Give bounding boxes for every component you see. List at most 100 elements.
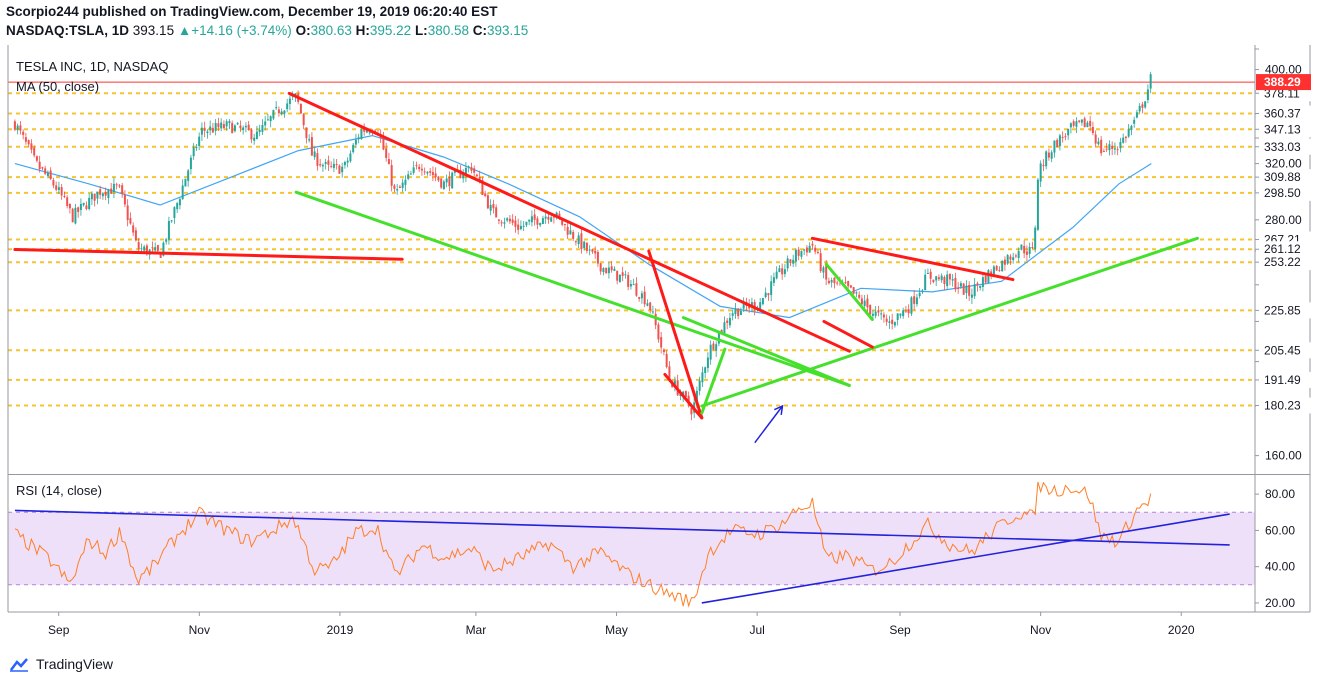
- green-trendline: [700, 236, 1199, 408]
- candle-body: [250, 129, 253, 140]
- candle-body: [621, 272, 624, 276]
- candle-body: [904, 310, 907, 312]
- level-label: 205.45: [1264, 343, 1301, 357]
- candle-body: [1091, 126, 1094, 134]
- candle-body: [709, 344, 712, 360]
- candle-body: [882, 314, 885, 318]
- candle-body: [211, 127, 214, 133]
- candle-body: [492, 204, 495, 209]
- candle-body: [475, 174, 478, 177]
- candle-body: [874, 311, 877, 316]
- candle-body: [646, 303, 649, 306]
- candle-body: [16, 125, 19, 130]
- candle-body: [143, 246, 146, 251]
- candle-body: [407, 174, 410, 179]
- change-arrow-icon: ▲: [177, 23, 192, 38]
- arrow-head-icon: [773, 404, 784, 416]
- candle-body: [723, 322, 726, 334]
- price-tick-label: 320.00: [1265, 157, 1302, 171]
- candle-body: [343, 162, 346, 166]
- level-label-bg: [1256, 302, 1313, 319]
- candle-body: [280, 111, 283, 115]
- candle-body: [764, 292, 767, 298]
- candle-body: [1050, 152, 1053, 159]
- candle-body: [1003, 259, 1006, 265]
- level-label-bg: [1256, 121, 1313, 138]
- candle-body: [522, 225, 525, 227]
- candle-body: [19, 125, 22, 131]
- candle-body: [159, 252, 162, 258]
- candle-body: [992, 266, 995, 275]
- candle-body: [550, 217, 553, 222]
- candle-body: [420, 168, 423, 171]
- candle-body: [1053, 140, 1056, 153]
- change-value: +14.16 (+3.74%): [191, 23, 292, 38]
- rsi-tick-label: 60.00: [1265, 523, 1295, 537]
- level-label-bg: [1256, 138, 1313, 155]
- symbol-label: NASDAQ:TSLA, 1D: [6, 23, 130, 38]
- candle-body: [613, 268, 616, 271]
- candle-body: [409, 173, 412, 175]
- candle-body: [665, 353, 668, 367]
- candle-body: [871, 313, 874, 316]
- candle-body: [305, 127, 308, 139]
- level-label-bg: [1256, 397, 1313, 414]
- candle-body: [660, 337, 663, 348]
- candle-body: [1086, 122, 1089, 128]
- candle-body: [302, 114, 305, 126]
- candle-body: [739, 310, 742, 316]
- candle-body: [30, 143, 33, 150]
- candle-body: [453, 170, 456, 173]
- candle-body: [629, 284, 632, 287]
- candle-body: [731, 313, 734, 316]
- candle-body: [368, 132, 371, 134]
- candle-body: [827, 280, 830, 284]
- candle-body: [126, 205, 129, 221]
- candle-body: [1056, 139, 1059, 148]
- candle-body: [140, 248, 143, 250]
- candle-body: [33, 147, 36, 156]
- candle-body: [44, 168, 47, 174]
- candle-body: [844, 282, 847, 284]
- candle-body: [957, 288, 960, 290]
- candle-body: [132, 225, 135, 233]
- candle-body: [321, 164, 324, 167]
- tradingview-logo[interactable]: TradingView: [8, 654, 113, 674]
- candle-body: [1122, 137, 1125, 143]
- candle-body: [121, 185, 124, 194]
- candle-body: [266, 119, 269, 121]
- candle-body: [657, 324, 660, 340]
- candle-body: [489, 204, 492, 211]
- candle-body: [173, 207, 176, 218]
- candle-body: [508, 218, 511, 222]
- chart-area[interactable]: 160.00280.00320.00400.00378.11360.37347.…: [0, 0, 1320, 650]
- candle-body: [783, 269, 786, 275]
- open-label: O:: [295, 23, 311, 38]
- price-tick-label: 160.00: [1265, 449, 1302, 463]
- level-label-bg: [1256, 371, 1313, 388]
- candle-body: [959, 283, 962, 287]
- candle-body: [327, 160, 330, 165]
- candle-body: [1138, 105, 1141, 112]
- candle-body: [1025, 251, 1028, 255]
- candle-body: [506, 218, 509, 221]
- candle-body: [530, 216, 533, 223]
- candle-body: [27, 140, 30, 145]
- candle-body: [360, 129, 363, 140]
- candle-body: [123, 194, 126, 205]
- candle-body: [833, 277, 836, 284]
- price-tick-label: 400.00: [1265, 63, 1302, 77]
- candle-body: [1149, 74, 1152, 89]
- candle-body: [726, 320, 729, 323]
- candle-body: [253, 137, 256, 141]
- candle-body: [547, 216, 550, 220]
- candle-body: [401, 182, 404, 188]
- candle-body: [1064, 136, 1067, 138]
- candle-body: [299, 103, 302, 114]
- candle-body: [60, 187, 63, 196]
- candle-body: [970, 294, 973, 298]
- candle-body: [396, 189, 399, 191]
- candle-body: [258, 129, 261, 133]
- candle-body: [830, 280, 833, 283]
- candle-body: [442, 181, 445, 189]
